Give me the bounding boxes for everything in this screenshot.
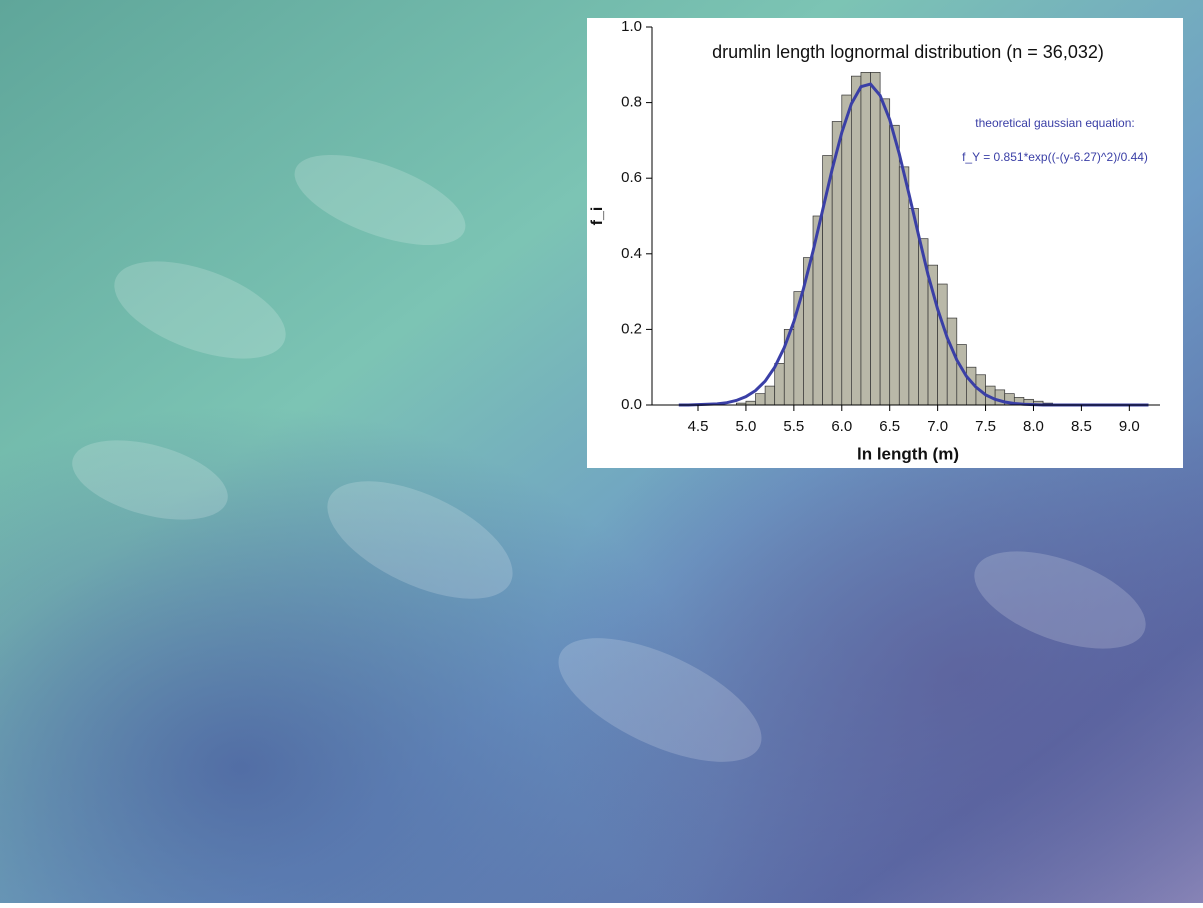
bar xyxy=(746,401,756,405)
x-tick-label: 7.5 xyxy=(975,418,996,435)
bar xyxy=(861,72,871,405)
annotation: theoretical gaussian equation: xyxy=(975,116,1134,130)
x-tick-label: 8.5 xyxy=(1071,418,1092,435)
x-tick-label: 7.0 xyxy=(927,418,948,435)
y-axis-label: f_i xyxy=(589,207,606,226)
x-tick-label: 6.5 xyxy=(879,418,900,435)
bar xyxy=(928,265,938,405)
y-tick-label: 0.6 xyxy=(621,169,642,186)
bar xyxy=(938,284,948,405)
y-tick-label: 0.8 xyxy=(621,94,642,111)
x-tick-label: 4.5 xyxy=(688,418,709,435)
bar xyxy=(756,394,766,405)
bar xyxy=(871,72,881,405)
y-tick-label: 0.0 xyxy=(621,396,642,413)
x-tick-label: 9.0 xyxy=(1119,418,1140,435)
x-axis-label: ln length (m) xyxy=(857,444,959,463)
page: drumlin length lognormal distribution (n… xyxy=(0,0,1203,903)
y-tick-label: 0.4 xyxy=(621,245,642,262)
y-tick-label: 1.0 xyxy=(621,18,642,35)
figure: drumlin length lognormal distribution (n… xyxy=(0,0,1203,903)
x-tick-label: 5.0 xyxy=(736,418,757,435)
x-tick-label: 8.0 xyxy=(1023,418,1044,435)
bar xyxy=(899,167,909,405)
x-tick-label: 6.0 xyxy=(831,418,852,435)
chart-title: drumlin length lognormal distribution (n… xyxy=(712,42,1104,62)
annotation: f_Y = 0.851*exp((-(y-6.27)^2)/0.44) xyxy=(962,150,1148,164)
bar xyxy=(842,95,852,405)
bar xyxy=(880,99,890,405)
bar xyxy=(947,318,957,405)
bar xyxy=(890,125,900,405)
bar xyxy=(909,208,919,405)
bar xyxy=(851,76,861,405)
x-tick-label: 5.5 xyxy=(783,418,804,435)
y-tick-label: 0.2 xyxy=(621,320,642,337)
bar xyxy=(765,386,775,405)
bar xyxy=(775,363,785,405)
